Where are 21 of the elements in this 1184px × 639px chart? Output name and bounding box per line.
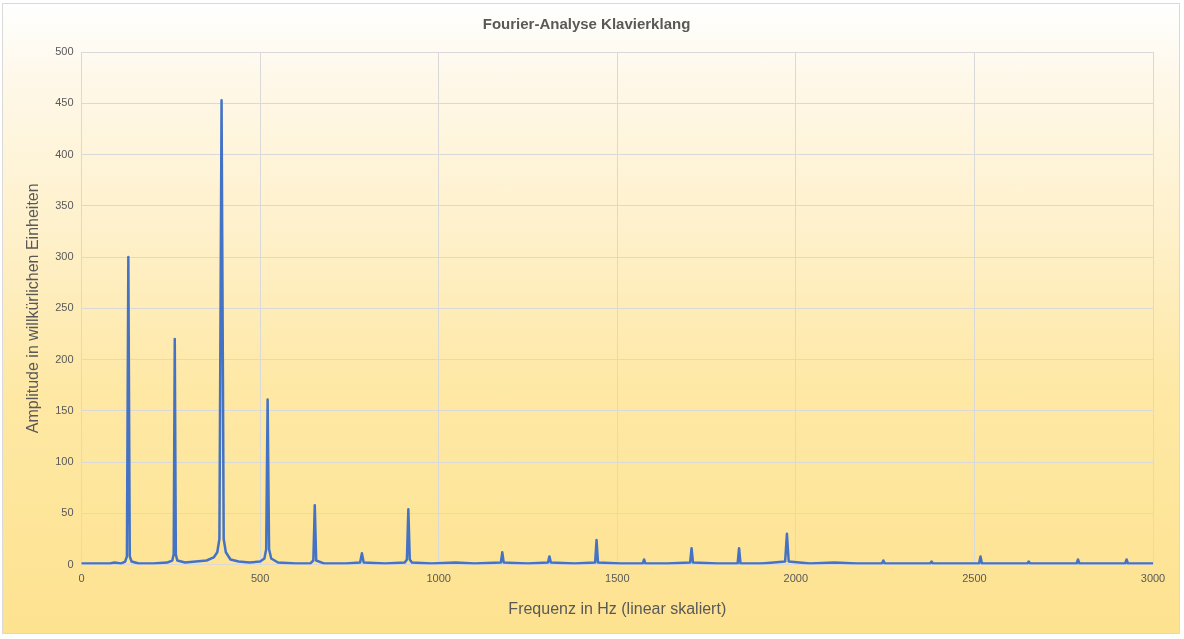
y-tick-label: 200 [55, 352, 74, 365]
x-axis-title: Frequenz in Hz (linear skaliert) [508, 599, 727, 617]
y-tick-label: 150 [55, 403, 74, 416]
y-tick-label: 350 [55, 198, 74, 211]
y-tick-label: 100 [55, 455, 74, 468]
x-tick-label: 3000 [1140, 572, 1166, 585]
y-tick-label: 250 [55, 301, 74, 314]
x-tick-label: 500 [250, 572, 270, 585]
y-tick-label: 400 [55, 147, 74, 160]
y-axis-title: Amplitude in willkürlichen Einheiten [24, 183, 42, 434]
y-tick-label: 0 [67, 557, 74, 570]
y-tick-label: 500 [55, 45, 74, 58]
x-tick-label: 2000 [783, 572, 809, 585]
y-tick-label: 450 [55, 96, 74, 109]
x-tick-label: 2500 [962, 572, 987, 585]
chart-title: Fourier-Analyse Klavierklang [482, 15, 691, 33]
x-tick-label: 1000 [426, 572, 451, 585]
x-tick-label: 0 [78, 572, 85, 585]
y-tick-label: 300 [55, 250, 74, 263]
y-tick-label: 50 [61, 506, 74, 519]
x-tick-label: 1500 [605, 572, 630, 585]
